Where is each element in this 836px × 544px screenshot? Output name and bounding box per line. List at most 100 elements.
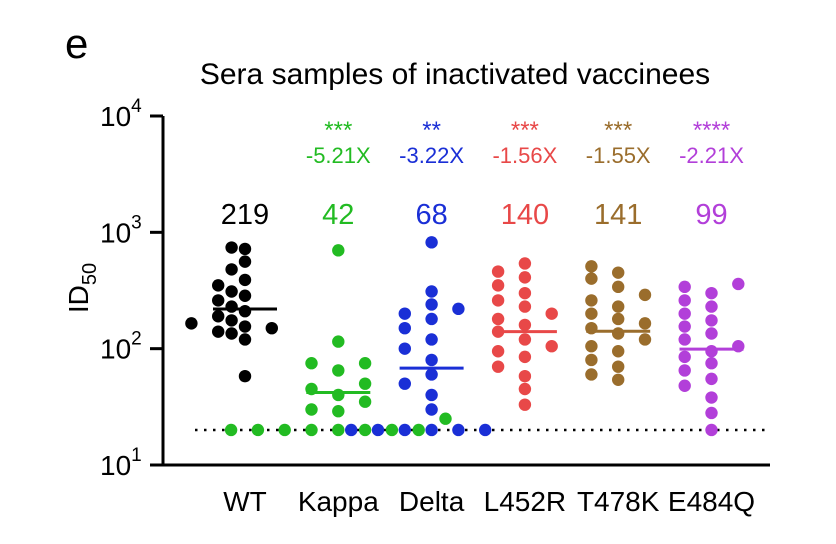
data-point bbox=[238, 289, 252, 302]
data-point bbox=[638, 288, 652, 302]
x-category-label: Delta bbox=[399, 486, 465, 517]
data-point bbox=[518, 398, 532, 411]
data-point bbox=[452, 302, 465, 316]
y-tick-label: 103 bbox=[100, 212, 142, 248]
data-point bbox=[225, 263, 238, 276]
data-point bbox=[491, 345, 505, 358]
data-point bbox=[251, 423, 265, 437]
data-point bbox=[238, 304, 252, 318]
data-point bbox=[705, 391, 718, 404]
data-point bbox=[358, 377, 372, 390]
data-point bbox=[612, 300, 625, 313]
significance-label: *** bbox=[324, 117, 352, 144]
data-point bbox=[225, 327, 238, 340]
data-point bbox=[212, 310, 225, 323]
data-point bbox=[585, 294, 598, 307]
data-point bbox=[678, 350, 691, 364]
x-category-label: L452R bbox=[484, 486, 567, 517]
data-point bbox=[638, 317, 652, 330]
group-delta: **-3.22X 68 bbox=[345, 117, 492, 437]
data-point bbox=[305, 403, 318, 416]
data-point bbox=[518, 382, 532, 396]
data-point bbox=[425, 285, 438, 298]
x-category-label: WT bbox=[223, 486, 267, 517]
data-point bbox=[545, 307, 558, 320]
data-point bbox=[371, 423, 385, 437]
data-point bbox=[278, 423, 291, 437]
data-point bbox=[332, 423, 345, 437]
data-point bbox=[545, 340, 558, 353]
data-point bbox=[398, 423, 411, 437]
data-point bbox=[518, 286, 532, 300]
mean-value-label: 42 bbox=[322, 199, 354, 231]
group-t478k: ***-1.55X 141 bbox=[585, 117, 652, 386]
data-point bbox=[491, 294, 505, 307]
data-point bbox=[678, 280, 691, 294]
significance-label: ** bbox=[422, 117, 441, 144]
x-category-label: E484Q bbox=[668, 486, 755, 517]
significance-label: **** bbox=[693, 117, 730, 144]
data-point bbox=[518, 350, 532, 364]
data-point bbox=[585, 260, 598, 273]
data-point bbox=[678, 364, 691, 377]
data-point bbox=[678, 333, 691, 346]
data-point bbox=[425, 298, 438, 311]
data-point bbox=[358, 357, 372, 370]
data-point bbox=[238, 255, 252, 268]
fold-change-label: -5.21X bbox=[306, 143, 371, 168]
data-point bbox=[705, 286, 718, 300]
group-e484q: ****-2.21X 99 bbox=[678, 117, 745, 437]
data-point bbox=[678, 294, 691, 307]
data-point bbox=[705, 327, 718, 340]
data-point bbox=[425, 312, 438, 326]
data-point bbox=[212, 294, 225, 307]
y-tick-exponent: 3 bbox=[131, 212, 142, 233]
data-point bbox=[612, 345, 625, 358]
data-point bbox=[385, 423, 399, 437]
mean-value-label: 141 bbox=[594, 199, 642, 231]
data-point bbox=[705, 345, 718, 358]
data-point bbox=[425, 333, 438, 346]
data-point bbox=[585, 340, 598, 353]
data-point bbox=[585, 353, 598, 367]
x-category-label: Kappa bbox=[298, 486, 379, 517]
significance-label: *** bbox=[604, 117, 632, 144]
data-point bbox=[452, 423, 465, 437]
data-point bbox=[305, 357, 318, 370]
data-point bbox=[678, 320, 691, 333]
data-point bbox=[185, 317, 198, 330]
data-point bbox=[612, 266, 625, 279]
data-point bbox=[224, 423, 238, 437]
data-point bbox=[705, 300, 718, 313]
y-tick-label: 102 bbox=[100, 329, 142, 365]
data-point bbox=[732, 277, 745, 291]
data-point bbox=[358, 395, 372, 408]
data-point bbox=[425, 423, 438, 437]
group-kappa: ***-5.21X 42 bbox=[224, 117, 452, 437]
data-point bbox=[491, 265, 505, 278]
data-point bbox=[225, 285, 238, 298]
data-point bbox=[518, 257, 532, 270]
data-point bbox=[585, 307, 598, 320]
y-tick-base: 10 bbox=[100, 101, 131, 132]
data-point bbox=[439, 412, 452, 425]
data-point bbox=[332, 405, 345, 418]
group-wt: 219 bbox=[185, 199, 278, 383]
data-point bbox=[238, 273, 252, 287]
data-point bbox=[518, 333, 532, 346]
y-tick-base: 10 bbox=[100, 334, 131, 365]
data-point bbox=[518, 271, 532, 284]
data-point bbox=[425, 353, 438, 367]
y-tick-base: 10 bbox=[100, 217, 131, 248]
y-axis-label: ID50 bbox=[63, 263, 101, 313]
data-point bbox=[225, 241, 238, 254]
x-category-label: T478K bbox=[577, 486, 660, 517]
data-point bbox=[332, 364, 345, 377]
data-point bbox=[412, 423, 425, 437]
data-point bbox=[518, 369, 532, 383]
data-point bbox=[638, 333, 652, 346]
y-tick-label: 104 bbox=[100, 96, 142, 132]
group-l452r: ***-1.56X 140 bbox=[491, 117, 558, 411]
